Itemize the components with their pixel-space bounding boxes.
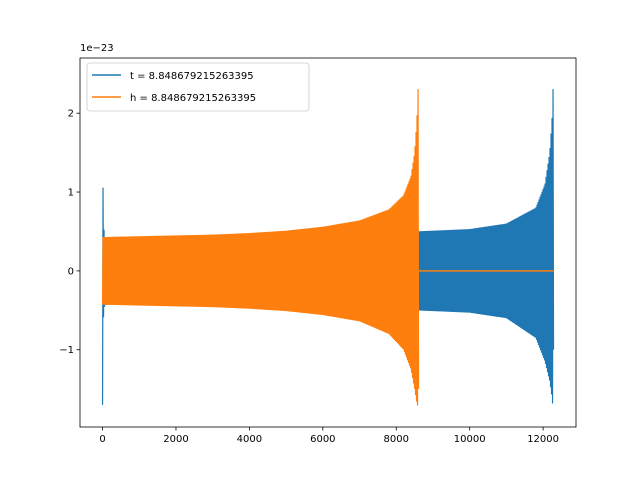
x-tick-label: 8000 [384,434,409,445]
legend-box [86,62,310,112]
plot-area [101,89,555,406]
y-tick-label: 2 [68,109,74,120]
series-line-1 [101,89,420,406]
x-tick-label: 10000 [454,434,486,445]
y-axis: −1 0 1 2 [59,109,80,356]
axes-frame [79,57,577,428]
x-tick-label: 0 [99,434,105,445]
x-axis: 0 2000 4000 6000 8000 10000 12000 [99,427,559,445]
x-tick-label: 4000 [237,434,262,445]
y-tick-label: 1 [68,188,74,199]
y-tick-label: 0 [68,266,74,277]
legend-label-h: h = 8.848679215263395 [130,93,256,104]
y-tick-label: −1 [59,345,74,356]
legend: t = 8.848679215263395 h = 8.848679215263… [86,62,310,112]
x-tick-label: 12000 [527,434,559,445]
x-tick-label: 6000 [310,434,335,445]
y-offset-label: 1e−23 [80,43,114,54]
legend-label-t: t = 8.848679215263395 [130,71,254,82]
series-layer [101,89,555,406]
x-tick-label: 2000 [163,434,188,445]
